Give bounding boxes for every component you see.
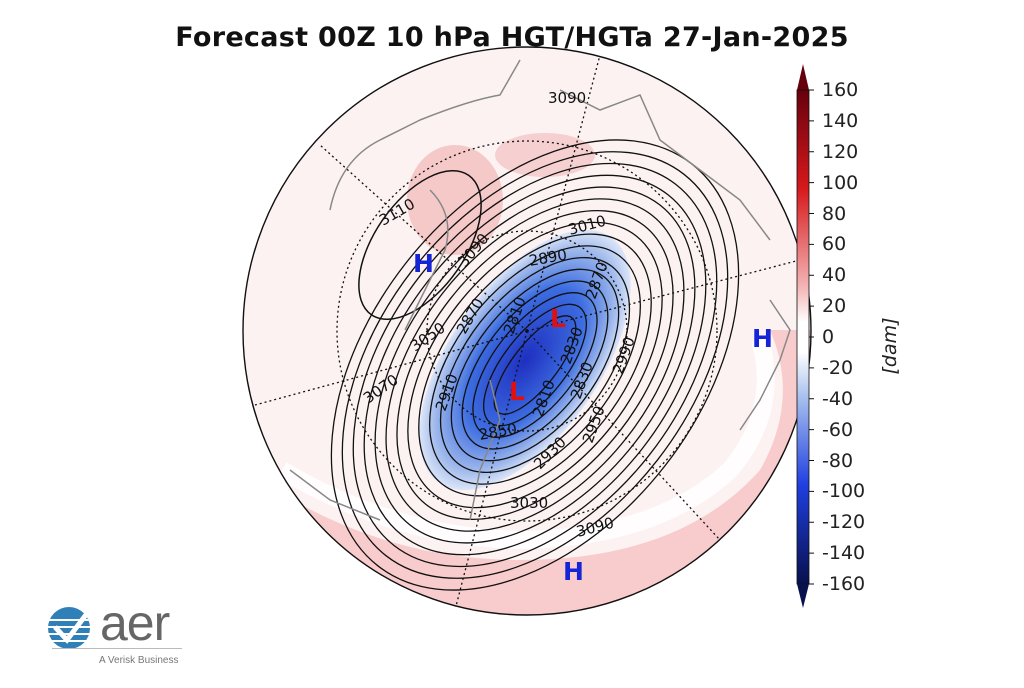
low-marker: L — [550, 304, 566, 333]
coastlines — [289, 59, 791, 521]
graticule — [254, 54, 801, 611]
logo-divider — [52, 648, 182, 649]
colorbar-tick-label: 120 — [822, 140, 859, 163]
contour-3070 — [352, 162, 718, 568]
colorbar-tick-label: 160 — [822, 79, 859, 101]
contour-2830 — [483, 303, 587, 427]
colorbar-tick-label: 40 — [822, 264, 847, 287]
anomaly-gap — [277, 337, 775, 550]
contour-label: 3090 — [548, 89, 586, 107]
positive-anomaly-high — [407, 145, 503, 255]
contour-2970 — [407, 221, 663, 509]
contour-3030 — [374, 186, 696, 544]
high-contour — [358, 169, 482, 321]
colorbar-tick-label: -80 — [822, 449, 854, 472]
map-boundary — [242, 46, 812, 616]
colorbar-tick-label: -40 — [822, 387, 854, 410]
contour-3050 — [363, 174, 707, 556]
colorbar-tick-label: -120 — [822, 511, 866, 534]
logo-tagline: A Verisk Business — [99, 655, 179, 666]
colorbar-min-arrow — [797, 584, 809, 608]
contour-3090 — [341, 151, 729, 579]
colorbar-tick-label: 100 — [822, 171, 859, 194]
colorbar-tick-label: -20 — [822, 356, 854, 379]
contour-3010 — [385, 198, 685, 532]
contour-2930 — [429, 245, 641, 485]
positive-anomaly-ring — [243, 330, 811, 615]
negative-anomaly-low — [419, 229, 631, 491]
colorbar — [796, 64, 814, 608]
contour-label: 3030 — [510, 494, 548, 512]
colorbar-tick-label: 80 — [822, 202, 847, 225]
contour-2850 — [472, 292, 598, 438]
colorbar-unit: [dam] — [879, 317, 901, 375]
contour-2910 — [439, 256, 631, 474]
contour-2950 — [418, 233, 652, 497]
colorbar-tick-label: 60 — [822, 233, 847, 256]
colorbar-tick-label: 20 — [822, 295, 847, 318]
colorbar-tick-label: -140 — [822, 542, 866, 565]
colorbar-tick-label: -60 — [822, 418, 854, 441]
colorbar-tick-label: 140 — [822, 109, 859, 132]
high-marker: H — [413, 249, 434, 278]
high-marker: H — [563, 557, 584, 586]
contour-2870 — [461, 280, 609, 450]
low-marker: L — [509, 377, 525, 406]
colorbar-tick-label: 0 — [822, 326, 835, 348]
contour-2890 — [450, 268, 620, 462]
colorbar-tick-label: -100 — [822, 480, 866, 503]
colorbar-gradient — [796, 89, 810, 585]
aer-logo-icon — [48, 607, 90, 649]
logo-wordmark: aer — [100, 595, 170, 651]
colorbar-max-arrow — [797, 64, 809, 90]
high-marker: H — [752, 324, 773, 353]
colorbar-tick-label: -160 — [822, 573, 866, 595]
